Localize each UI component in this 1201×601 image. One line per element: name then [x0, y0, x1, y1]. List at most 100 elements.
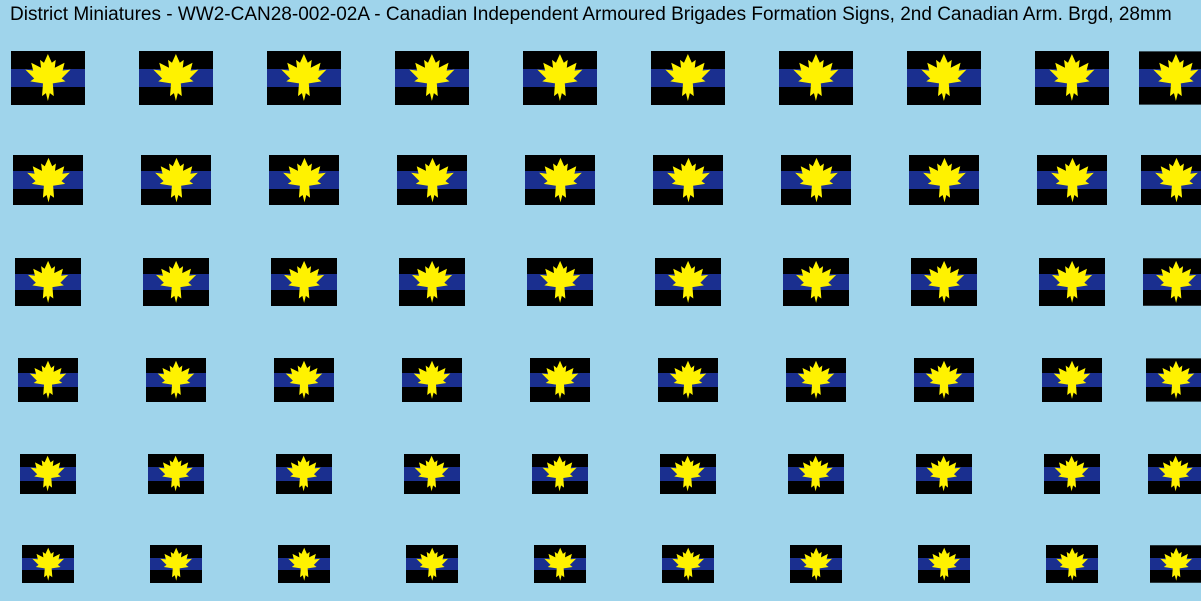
maple-leaf-icon — [924, 455, 963, 492]
maple-leaf-icon — [542, 547, 578, 581]
formation-sign-decal — [790, 545, 842, 582]
formation-sign-decal — [395, 51, 469, 104]
formation-sign-decal — [1035, 51, 1109, 104]
formation-sign-decal — [271, 258, 337, 306]
formation-sign-decal — [1143, 258, 1201, 306]
formation-sign-decal — [397, 155, 467, 205]
formation-sign-decal — [1150, 545, 1201, 582]
formation-sign-decal — [653, 155, 723, 205]
formation-sign-decal — [909, 155, 979, 205]
maple-leaf-icon — [795, 360, 837, 400]
formation-sign-decal — [788, 454, 844, 494]
maple-leaf-icon — [283, 360, 325, 400]
maple-leaf-icon — [920, 157, 969, 203]
formation-sign-decal — [404, 454, 460, 494]
maple-leaf-icon — [155, 360, 197, 400]
formation-sign-decal — [662, 545, 714, 582]
formation-sign-decal — [278, 545, 330, 582]
maple-leaf-icon — [1158, 547, 1194, 581]
maple-leaf-icon — [792, 157, 841, 203]
formation-sign-decal — [1044, 454, 1100, 494]
sheet-title: District Miniatures - WW2-CAN28-002-02A … — [10, 4, 1172, 26]
formation-sign-decal — [525, 155, 595, 205]
maple-leaf-icon — [790, 53, 842, 102]
maple-leaf-icon — [534, 53, 586, 102]
maple-leaf-icon — [152, 157, 201, 203]
maple-leaf-icon — [22, 53, 74, 102]
formation-sign-decal — [143, 258, 209, 306]
formation-sign-decal — [907, 51, 981, 104]
formation-sign-decal — [18, 358, 78, 401]
maple-leaf-icon — [540, 455, 579, 492]
formation-sign-decal — [399, 258, 465, 306]
formation-sign-decal — [918, 545, 970, 582]
maple-leaf-icon — [1046, 53, 1098, 102]
formation-sign-decal — [651, 51, 725, 104]
maple-leaf-icon — [27, 360, 69, 400]
formation-sign-decal — [139, 51, 213, 104]
maple-leaf-icon — [918, 53, 970, 102]
maple-leaf-icon — [1048, 157, 1097, 203]
maple-leaf-icon — [1156, 455, 1195, 492]
maple-leaf-icon — [30, 547, 66, 581]
formation-sign-decal — [532, 454, 588, 494]
maple-leaf-icon — [539, 360, 581, 400]
maple-leaf-icon — [1054, 547, 1090, 581]
maple-leaf-icon — [921, 260, 967, 304]
formation-sign-decal — [22, 545, 74, 582]
formation-sign-decal — [916, 454, 972, 494]
maple-leaf-icon — [156, 455, 195, 492]
formation-sign-decal — [1139, 51, 1201, 104]
formation-sign-decal — [1039, 258, 1105, 306]
maple-leaf-icon — [24, 157, 73, 203]
formation-sign-decal — [1141, 155, 1201, 205]
maple-leaf-icon — [411, 360, 453, 400]
formation-sign-decal — [150, 545, 202, 582]
formation-sign-decal — [783, 258, 849, 306]
formation-sign-decal — [786, 358, 846, 401]
maple-leaf-icon — [798, 547, 834, 581]
formation-sign-decal — [530, 358, 590, 401]
formation-sign-decal — [660, 454, 716, 494]
maple-leaf-icon — [281, 260, 327, 304]
maple-leaf-icon — [286, 547, 322, 581]
formation-sign-decal — [141, 155, 211, 205]
maple-leaf-icon — [1155, 360, 1197, 400]
formation-sign-decal — [527, 258, 593, 306]
maple-leaf-icon — [1052, 455, 1091, 492]
maple-leaf-icon — [923, 360, 965, 400]
maple-leaf-icon — [665, 260, 711, 304]
formation-sign-decal — [13, 155, 83, 205]
formation-sign-decal — [534, 545, 586, 582]
maple-leaf-icon — [537, 260, 583, 304]
formation-sign-decal — [20, 454, 76, 494]
maple-leaf-icon — [796, 455, 835, 492]
maple-leaf-icon — [926, 547, 962, 581]
maple-leaf-icon — [28, 455, 67, 492]
maple-leaf-icon — [668, 455, 707, 492]
maple-leaf-icon — [408, 157, 457, 203]
maple-leaf-icon — [662, 53, 714, 102]
formation-sign-decal — [1042, 358, 1102, 401]
maple-leaf-icon — [150, 53, 202, 102]
formation-sign-decal — [267, 51, 341, 104]
maple-leaf-icon — [414, 547, 450, 581]
maple-leaf-icon — [670, 547, 706, 581]
formation-sign-decal — [406, 545, 458, 582]
formation-sign-decal — [658, 358, 718, 401]
maple-leaf-icon — [409, 260, 455, 304]
maple-leaf-icon — [153, 260, 199, 304]
maple-leaf-icon — [158, 547, 194, 581]
formation-sign-decal — [146, 358, 206, 401]
maple-leaf-icon — [284, 455, 323, 492]
formation-sign-decal — [655, 258, 721, 306]
maple-leaf-icon — [406, 53, 458, 102]
maple-leaf-icon — [793, 260, 839, 304]
formation-sign-decal — [15, 258, 81, 306]
formation-sign-decal — [914, 358, 974, 401]
maple-leaf-icon — [1152, 157, 1201, 203]
formation-sign-decal — [1148, 454, 1201, 494]
formation-sign-decal — [1046, 545, 1098, 582]
maple-leaf-icon — [1051, 360, 1093, 400]
formation-sign-decal — [269, 155, 339, 205]
